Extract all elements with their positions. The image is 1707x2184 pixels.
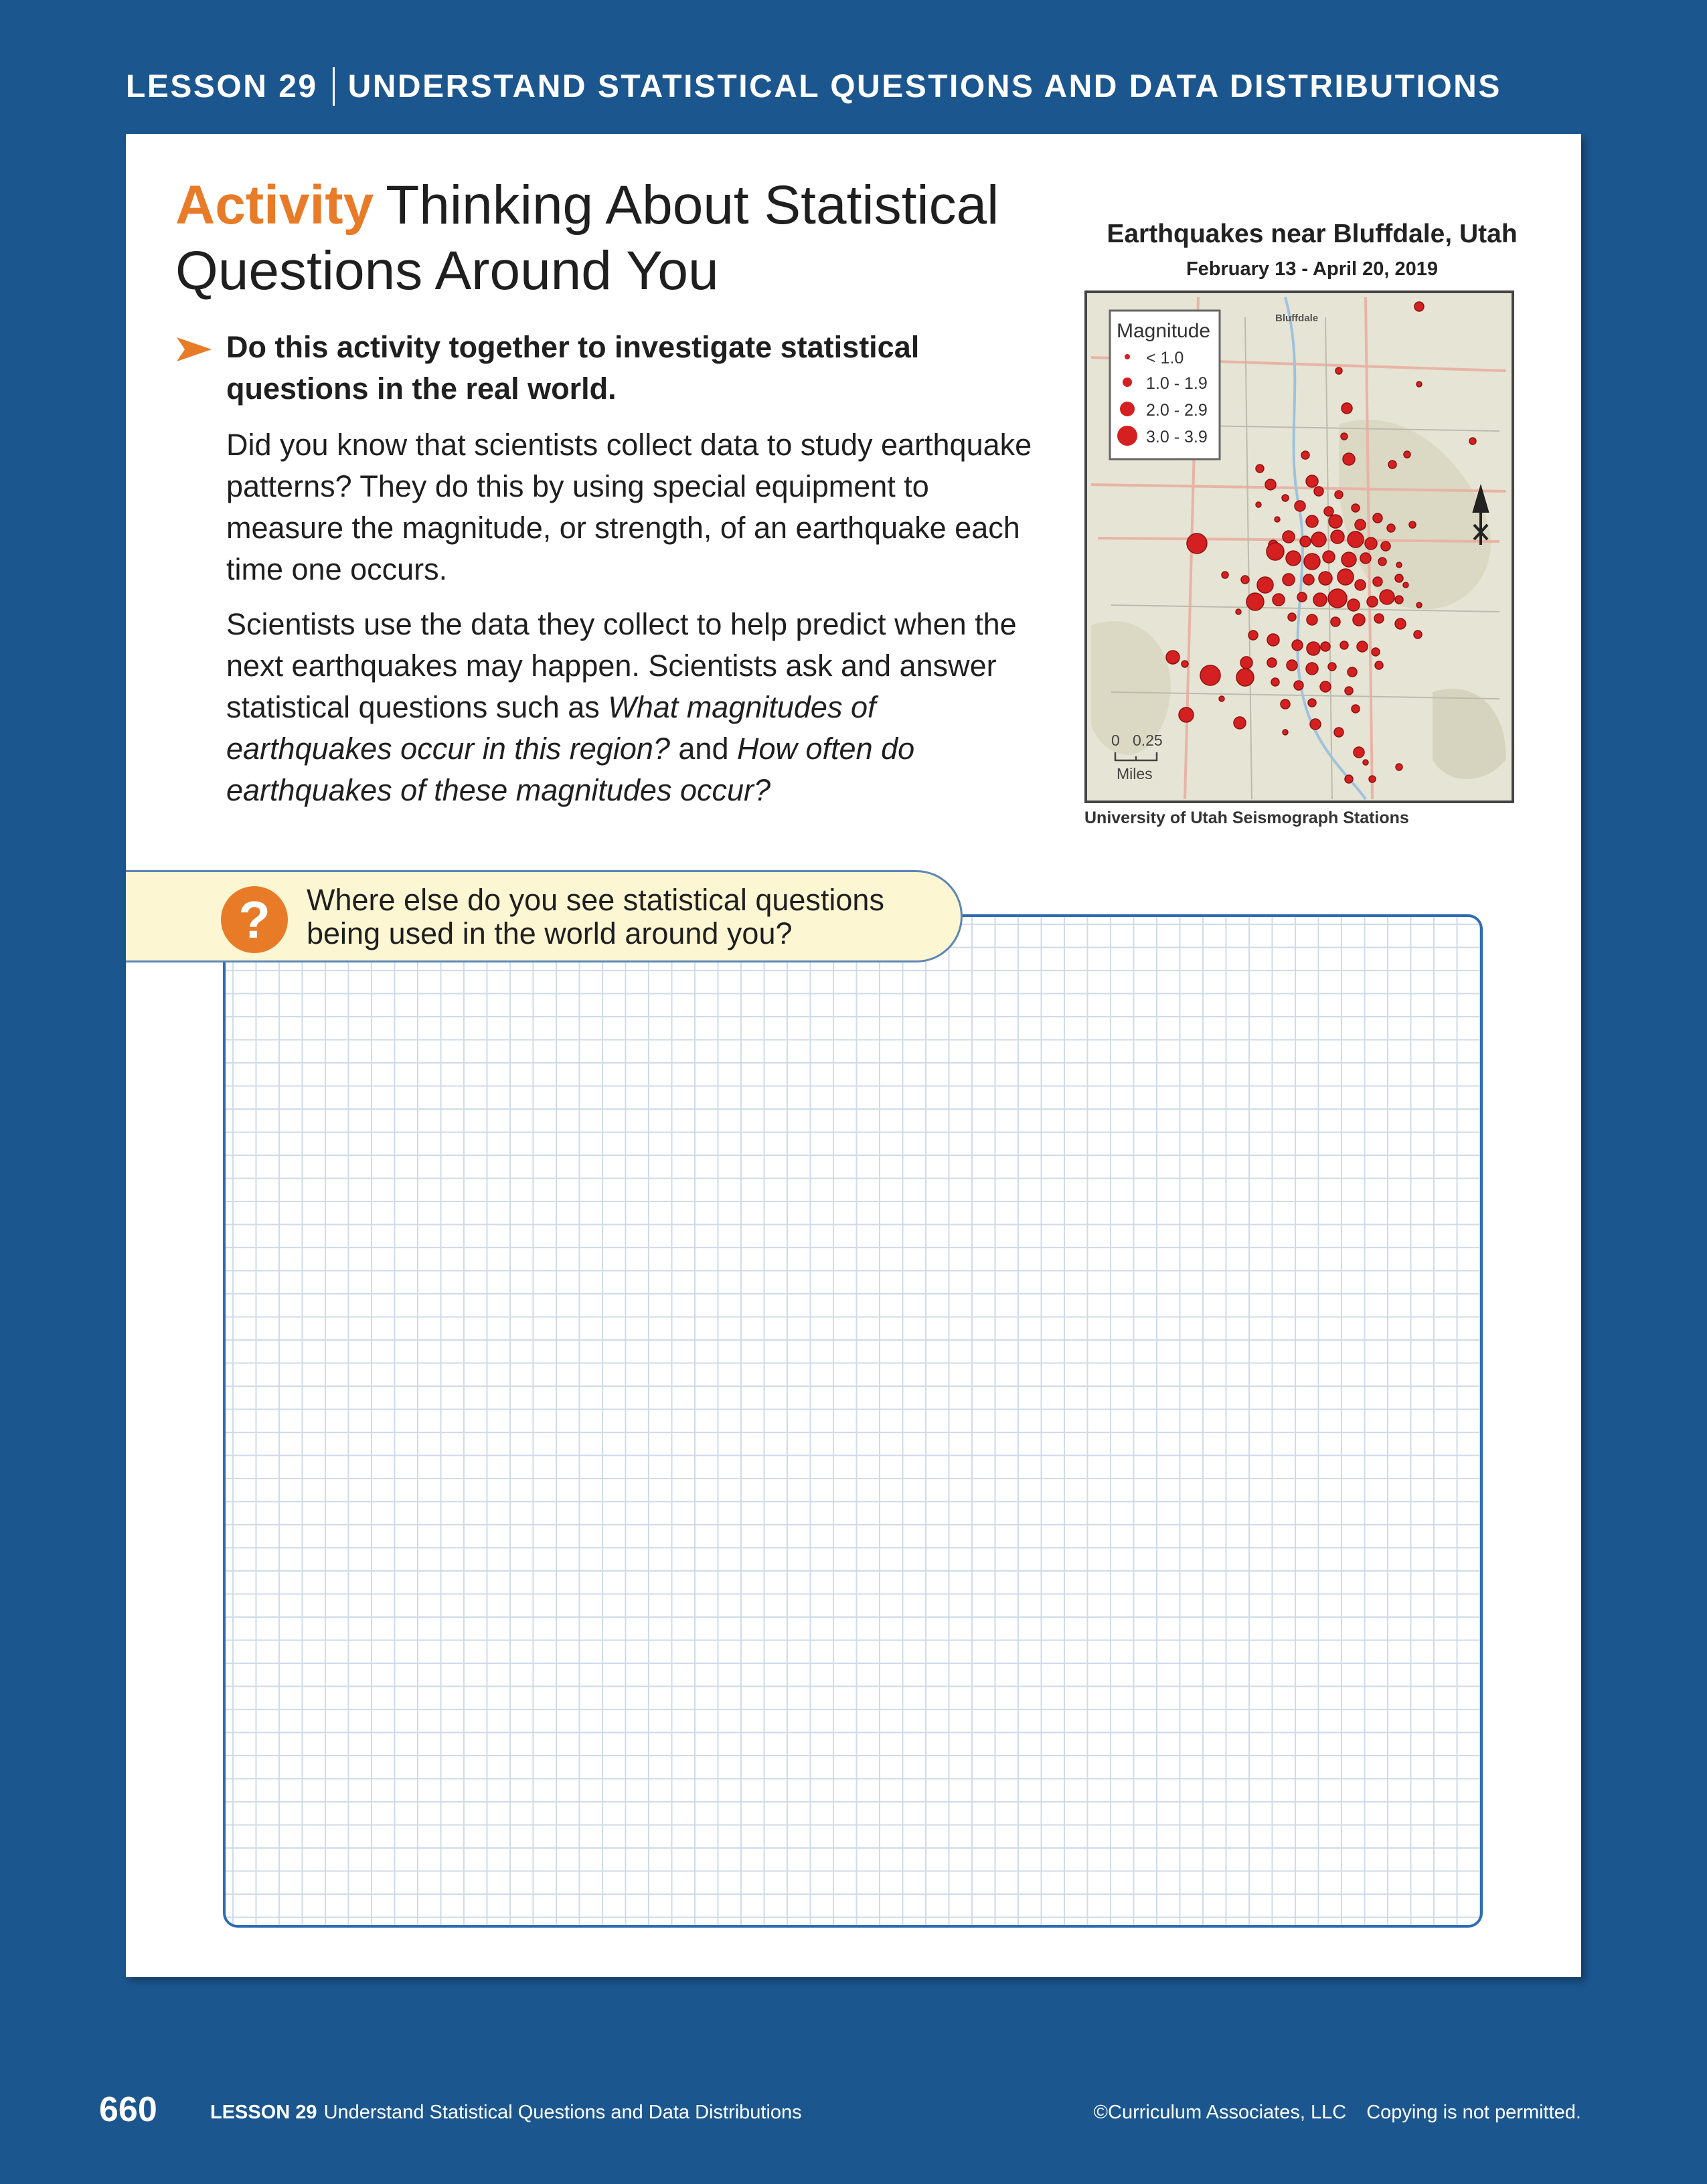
paragraph-earthquake-data: Did you know that scientists collect dat… xyxy=(226,428,1032,586)
footer-lesson-title: Understand Statistical Questions and Dat… xyxy=(323,2102,802,2123)
question-mark-icon: ? xyxy=(221,886,288,953)
paragraph-text: and xyxy=(669,732,737,766)
legend-label: 3.0 - 3.9 xyxy=(1146,428,1208,446)
footer-lesson: LESSON 29 Understand Statistical Question… xyxy=(210,2102,802,2124)
scale-bar-unit: Miles xyxy=(1117,765,1153,782)
legend-marker-small xyxy=(1125,354,1130,359)
copyright-text: ©Curriculum Associates, LLC xyxy=(1093,2102,1347,2123)
legend-label: < 1.0 xyxy=(1146,349,1184,367)
map-subtitle: February 13 - April 20, 2019 xyxy=(1186,258,1439,280)
answer-grid[interactable] xyxy=(223,914,1483,1928)
legend-marker-medium xyxy=(1123,377,1132,387)
map-terrain xyxy=(1433,688,1506,779)
activity-prompt: Do this activity together to investigate… xyxy=(226,330,920,406)
example-question-2: How often do earthquakes of these magnit… xyxy=(226,732,915,807)
arrow-bullet-icon xyxy=(177,337,212,361)
earthquake-map: Bluffdale Magnitude < 1.0 1.0 - 1.9 2.0 … xyxy=(1084,290,1514,803)
map-place-label: Bluffdale xyxy=(1275,313,1318,324)
page-number: 660 xyxy=(99,2090,157,2129)
footer-copyright: ©Curriculum Associates, LLC Copying is no… xyxy=(1094,2102,1581,2124)
lesson-header: LESSON 29 UNDERSTAND STATISTICAL QUESTIO… xyxy=(126,67,1501,106)
map-terrain xyxy=(1339,419,1491,610)
map-credit: University of Utah Seismograph Stations xyxy=(1084,809,1409,827)
north-arrow-icon xyxy=(1472,483,1489,545)
discussion-question: Where else do you see statistical questi… xyxy=(307,883,884,950)
lesson-title: UNDERSTAND STATISTICAL QUESTIONS AND DAT… xyxy=(347,68,1501,104)
header-divider xyxy=(332,67,335,106)
legend-label: 2.0 - 2.9 xyxy=(1146,401,1208,420)
earthquake-markers xyxy=(1165,301,1477,784)
map-terrain xyxy=(1091,621,1171,755)
legend-marker-large xyxy=(1120,402,1135,416)
map-title: Earthquakes near Bluffdale, Utah xyxy=(1107,220,1518,248)
map-river xyxy=(1284,297,1367,801)
scale-bar xyxy=(1114,752,1158,762)
copy-notice: Copying is not permitted. xyxy=(1366,2102,1581,2123)
activity-label: Activity xyxy=(175,175,374,236)
legend-marker-xlarge xyxy=(1117,426,1137,446)
activity-title: Activity Thinking About Statistical Quest… xyxy=(175,173,1046,304)
lesson-number: LESSON 29 xyxy=(126,68,318,104)
legend-label: 1.0 - 1.9 xyxy=(1146,374,1208,393)
legend-title: Magnitude xyxy=(1117,320,1210,342)
example-question-1: What magnitudes of earthquakes occur in … xyxy=(226,690,876,766)
paragraph-text: Scientists use the data they collect to … xyxy=(226,607,1017,724)
activity-title-text: Thinking About Statistical Questions Aro… xyxy=(175,175,999,301)
paragraph-statistical-questions: Scientists use the data they collect to … xyxy=(226,604,1050,811)
footer-lesson-number: LESSON 29 xyxy=(210,2102,317,2123)
scale-bar-values: 0 0.25 xyxy=(1111,732,1163,749)
